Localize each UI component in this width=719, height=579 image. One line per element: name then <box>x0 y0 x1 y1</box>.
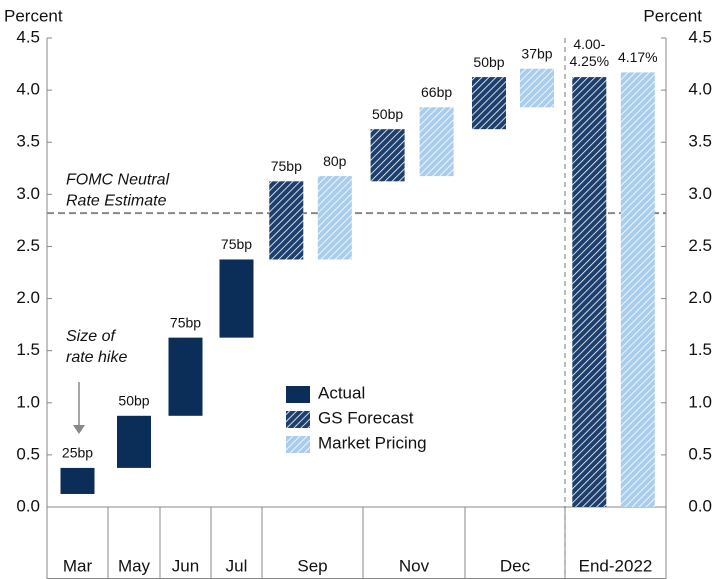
y2-tick-label: 4.0 <box>688 80 712 99</box>
y-axis-label: Percent <box>4 6 63 25</box>
y2-tick-label: 3.5 <box>688 132 712 151</box>
y2-tick-label: 1.0 <box>688 392 712 411</box>
x-tick-label: End-2022 <box>579 556 653 575</box>
data-label: 50bp <box>372 106 403 122</box>
legend-swatch <box>286 411 310 428</box>
bar <box>370 129 405 182</box>
x-tick-label: Dec <box>500 556 531 575</box>
y-tick-label: 1.0 <box>16 392 40 411</box>
y-tick-label: 0.5 <box>16 444 40 463</box>
data-label: 50bp <box>118 393 149 409</box>
data-label: 4.00-4.25% <box>569 36 609 69</box>
data-label: 75bp <box>170 314 201 330</box>
y-tick-label: 4.5 <box>16 27 40 46</box>
x-tick-label: Jul <box>226 556 248 575</box>
bar <box>472 77 506 130</box>
data-label: 80p <box>323 153 347 169</box>
y2-tick-label: 2.0 <box>688 288 712 307</box>
legend-swatch <box>286 436 310 453</box>
y2-tick-label: 4.5 <box>688 27 712 46</box>
x-tick-label: Sep <box>297 556 327 575</box>
bar <box>419 107 454 177</box>
data-label: 25bp <box>62 445 93 461</box>
reference-label: Rate Estimate <box>66 192 167 209</box>
y2-tick-label: 0.0 <box>688 496 712 515</box>
annotation-arrowhead <box>73 425 85 434</box>
y2-tick-label: 3.0 <box>688 184 712 203</box>
y-tick-label: 2.5 <box>16 236 40 255</box>
annotation: rate hike <box>66 349 127 366</box>
legend-swatch <box>286 386 310 403</box>
bar <box>60 467 95 494</box>
bar <box>117 415 151 468</box>
data-label: 66bp <box>421 84 452 100</box>
bar <box>572 77 607 507</box>
bar <box>620 72 655 507</box>
x-tick-label: Mar <box>63 556 93 575</box>
y-tick-label: 1.5 <box>16 340 40 359</box>
y2-tick-label: 2.5 <box>688 236 712 255</box>
bar <box>317 176 352 260</box>
x-tick-label: Jun <box>172 556 199 575</box>
data-label: 50bp <box>473 54 504 70</box>
annotation: Size of <box>66 328 116 345</box>
data-label: 37bp <box>521 45 552 61</box>
y2-axis-label: Percent <box>643 6 702 25</box>
legend-label: Market Pricing <box>318 433 427 452</box>
data-label: 4.17% <box>618 49 658 65</box>
y-tick-label: 2.0 <box>16 288 40 307</box>
legend-label: Actual <box>318 383 365 402</box>
x-tick-label: May <box>118 556 151 575</box>
reference-label: FOMC Neutral <box>66 171 170 188</box>
bar <box>520 68 554 108</box>
y2-tick-label: 0.5 <box>688 444 712 463</box>
y-tick-label: 3.0 <box>16 184 40 203</box>
bar <box>219 259 254 338</box>
data-label: 75bp <box>271 158 302 174</box>
y2-tick-label: 1.5 <box>688 340 712 359</box>
data-label-line: 4.25% <box>569 53 609 69</box>
legend-label: GS Forecast <box>318 408 414 427</box>
x-tick-label: Nov <box>399 556 430 575</box>
data-label-line: 4.00- <box>573 36 605 52</box>
data-label: 75bp <box>221 236 252 252</box>
y-tick-label: 0.0 <box>16 496 40 515</box>
bar <box>168 337 203 416</box>
y-tick-label: 3.5 <box>16 132 40 151</box>
bar <box>269 181 304 260</box>
y-tick-label: 4.0 <box>16 80 40 99</box>
